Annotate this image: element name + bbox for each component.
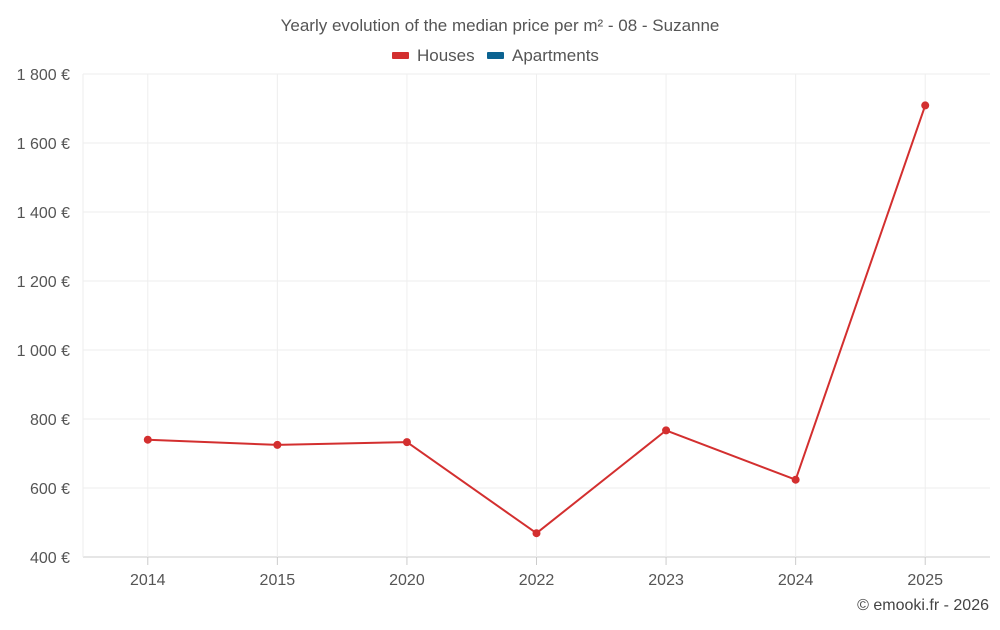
y-tick-label: 1 200 €: [17, 274, 70, 291]
legend-swatch-houses: [392, 52, 409, 59]
y-tick-label: 800 €: [30, 412, 70, 429]
legend: Houses Apartments: [392, 46, 599, 65]
data-point-houses[interactable]: [143, 435, 152, 444]
series: [143, 101, 930, 538]
legend-label-houses: Houses: [417, 46, 475, 65]
y-tick-label: 1 400 €: [17, 205, 70, 222]
y-tick-label: 600 €: [30, 481, 70, 498]
x-tick-label: 2023: [648, 572, 684, 589]
data-point-houses[interactable]: [532, 529, 541, 538]
grid: [82, 73, 990, 558]
y-tick-label: 1 800 €: [17, 67, 70, 84]
credit-text: © emooki.fr - 2026: [857, 597, 989, 614]
y-tick-label: 1 000 €: [17, 343, 70, 360]
x-tick-label: 2022: [519, 572, 555, 589]
legend-item-apartments[interactable]: Apartments: [487, 46, 599, 65]
x-tick-label: 2024: [778, 572, 814, 589]
chart-title: Yearly evolution of the median price per…: [281, 16, 720, 35]
axes: 400 € 600 € 800 € 1 000 € 1 200 € 1 400 € 1 60…: [17, 67, 944, 589]
data-point-houses[interactable]: [921, 101, 930, 110]
data-point-houses[interactable]: [273, 440, 282, 449]
legend-item-houses[interactable]: Houses: [392, 46, 475, 65]
x-tick-label: 2015: [260, 572, 296, 589]
data-point-houses[interactable]: [402, 438, 411, 447]
x-tick-label: 2025: [907, 572, 943, 589]
data-point-houses[interactable]: [662, 426, 671, 435]
x-tick-label: 2014: [130, 572, 166, 589]
x-tick-label: 2020: [389, 572, 425, 589]
y-tick-label: 1 600 €: [17, 136, 70, 153]
y-tick-label: 400 €: [30, 550, 70, 567]
legend-label-apartments: Apartments: [512, 46, 599, 65]
data-point-houses[interactable]: [791, 475, 800, 484]
legend-swatch-apartments: [487, 52, 504, 59]
